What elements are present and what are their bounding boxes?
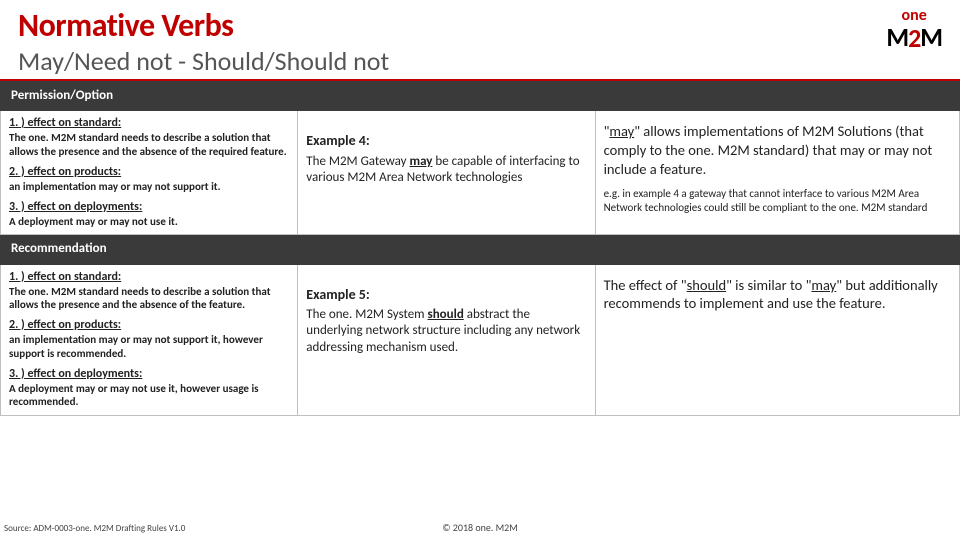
may-explanation: "may" allows implementations of M2M Solu… <box>604 116 951 179</box>
footer-source: Source: ADM-0003-one. M2M Drafting Rules… <box>4 523 185 534</box>
section-permission-body: 1. ) effect on standard: The one. M2M st… <box>1 111 960 235</box>
logo-m2m: M2M <box>886 21 942 54</box>
section-header-recommendation: Recommendation <box>1 235 960 264</box>
example-text: The M2M Gateway may be capable of interf… <box>306 154 579 185</box>
effect-deploy-t: A deployment may or may not use it, howe… <box>9 382 259 409</box>
effect-standard-t: The one. M2M standard needs to describe … <box>9 285 271 312</box>
effect-products-t: an implementation may or may not support… <box>9 180 221 193</box>
normative-table: Permission/Option 1. ) effect on standar… <box>0 81 960 416</box>
effect-products-h: 2. ) effect on products: <box>9 318 289 333</box>
explanation-cell: The effect of "should" is similar to "ma… <box>595 264 959 416</box>
section-recommendation-body: 1. ) effect on standard: The one. M2M st… <box>1 264 960 416</box>
effect-products-t: an implementation may or may not support… <box>9 333 263 360</box>
section-header-permission: Permission/Option <box>1 82 960 111</box>
effects-cell: 1. ) effect on standard: The one. M2M st… <box>1 264 298 416</box>
logo: one M2M <box>886 8 942 50</box>
may-example-note: e.g. in example 4 a gateway that cannot … <box>604 187 951 215</box>
page-subtitle: May/Need not - Should/Should not <box>0 45 960 81</box>
page-title: Normative Verbs <box>0 0 960 45</box>
example-text: The one. M2M System should abstract the … <box>306 307 580 355</box>
effect-deploy-t: A deployment may or may not use it. <box>9 215 178 228</box>
effect-deploy-h: 3. ) effect on deployments: <box>9 367 289 382</box>
section-label: Recommendation <box>1 235 298 264</box>
example-cell: Example 5: The one. M2M System should ab… <box>298 264 595 416</box>
effect-deploy-h: 3. ) effect on deployments: <box>9 200 289 215</box>
example-cell: Example 4: The M2M Gateway may be capabl… <box>298 111 595 235</box>
effect-standard-h: 1. ) effect on standard: <box>9 116 289 131</box>
effect-standard-t: The one. M2M standard needs to describe … <box>9 131 287 158</box>
effect-products-h: 2. ) effect on products: <box>9 165 289 180</box>
explanation-cell: "may" allows implementations of M2M Solu… <box>595 111 959 235</box>
footer-copyright: © 2018 one. M2M <box>442 521 518 534</box>
example-heading: Example 4: <box>306 132 586 150</box>
section-label: Permission/Option <box>1 82 298 111</box>
effect-standard-h: 1. ) effect on standard: <box>9 270 289 285</box>
example-heading: Example 5: <box>306 286 586 304</box>
should-explanation: The effect of "should" is similar to "ma… <box>604 270 951 314</box>
effects-cell: 1. ) effect on standard: The one. M2M st… <box>1 111 298 235</box>
